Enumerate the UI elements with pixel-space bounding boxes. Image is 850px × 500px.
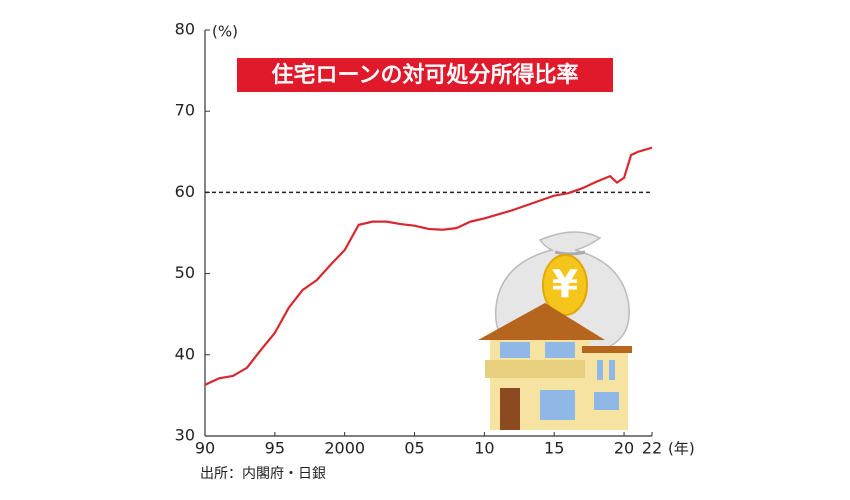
y-tick-label: 50 bbox=[175, 263, 195, 282]
y-tick-label: 60 bbox=[175, 182, 195, 201]
line-series bbox=[204, 146, 653, 386]
y-tick-label: 30 bbox=[175, 426, 195, 445]
chart-title: 住宅ローンの対可処分所得比率 bbox=[272, 62, 579, 88]
x-tick-label: 22 bbox=[642, 439, 662, 458]
y-tick-label: 40 bbox=[175, 344, 195, 363]
x-tick-label: 2000 bbox=[324, 439, 365, 458]
x-unit: (年) bbox=[668, 440, 695, 458]
title-box bbox=[237, 58, 613, 92]
x-tick-label: 90 bbox=[195, 439, 215, 458]
y-unit: (%) bbox=[212, 23, 238, 41]
yen-symbol: ¥ bbox=[552, 263, 578, 307]
x-tick-label: 15 bbox=[544, 439, 564, 458]
x-tick-label: 95 bbox=[265, 439, 285, 458]
window bbox=[500, 342, 530, 358]
annex-roof bbox=[582, 346, 632, 353]
window bbox=[609, 360, 615, 380]
source: 出所：内閣府・日銀 bbox=[200, 466, 326, 482]
coin bbox=[542, 254, 588, 316]
house-annex bbox=[586, 350, 628, 430]
window bbox=[545, 342, 575, 358]
x-tick-label: 20 bbox=[614, 439, 634, 458]
balcony bbox=[485, 360, 585, 378]
door bbox=[500, 388, 520, 430]
window bbox=[540, 390, 575, 420]
x-tick-label: 05 bbox=[404, 439, 424, 458]
window bbox=[594, 392, 619, 410]
illustration: ¥ bbox=[478, 231, 632, 430]
y-tick-label: 70 bbox=[175, 101, 195, 120]
roof bbox=[478, 303, 605, 340]
bag-tie bbox=[554, 250, 586, 256]
x-tick-label: 10 bbox=[474, 439, 494, 458]
y-tick-label: 80 bbox=[175, 20, 195, 39]
window bbox=[597, 360, 603, 380]
